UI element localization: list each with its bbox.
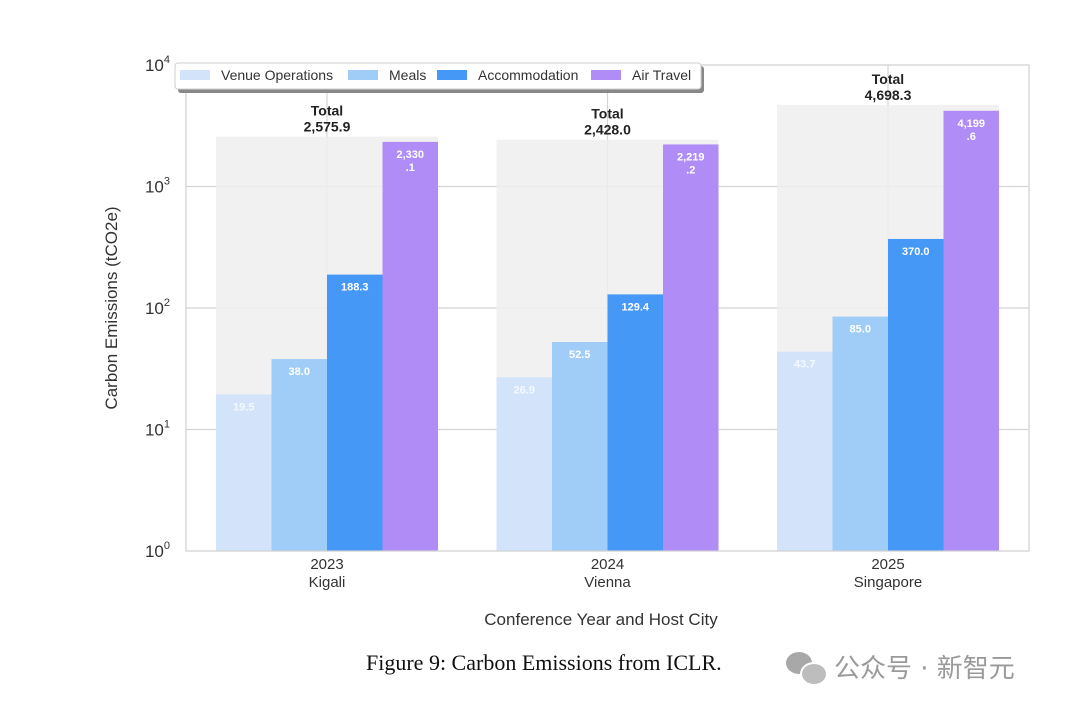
bar-value-label: 2,330 <box>396 149 424 161</box>
x-axis-label: Conference Year and Host City <box>484 610 718 629</box>
bar-accommodation <box>607 294 663 551</box>
bar-value-label: 52.5 <box>569 349 590 361</box>
y-tick-labels: 100 101 102 103 104 <box>145 54 170 561</box>
bar-value-label: 85.0 <box>850 324 871 336</box>
bar-venue-operations <box>496 377 552 551</box>
total-value-label: 4,698.3 <box>865 87 912 103</box>
legend-label: Accommodation <box>478 67 578 83</box>
watermark: 公众号 · 新智元 <box>786 648 1015 686</box>
x-tick-year: 2024 <box>591 556 624 573</box>
figure-caption: Figure 9: Carbon Emissions from ICLR. <box>366 650 722 675</box>
bar-accommodation <box>888 238 944 551</box>
bar-air-travel <box>382 141 438 551</box>
bar-venue-operations <box>777 351 833 551</box>
legend-label: Air Travel <box>632 67 691 83</box>
x-tick-city: Singapore <box>854 574 922 591</box>
wechat-icon <box>786 650 828 686</box>
total-heading: Total <box>591 106 623 122</box>
bar-value-label: 43.7 <box>794 359 815 371</box>
x-tick-year: 2025 <box>871 556 904 573</box>
legend-swatch <box>180 70 210 80</box>
bar-air-travel <box>663 144 719 551</box>
y-axis-label: Carbon Emissions (tCO2e) <box>102 206 121 409</box>
y-tick-label: 101 <box>145 419 170 440</box>
total-value-label: 2,575.9 <box>304 119 351 135</box>
total-value-label: 2,428.0 <box>584 122 631 138</box>
bars-layer <box>216 110 999 551</box>
bar-value-label: 19.5 <box>233 401 254 413</box>
y-tick-label: 103 <box>145 176 170 197</box>
x-tick-city: Vienna <box>584 574 631 591</box>
bar-chart: Total2,575.9Total2,428.0Total4,698.319.5… <box>102 54 1030 629</box>
bar-value-label: 26.9 <box>514 384 535 396</box>
bar-meals <box>832 316 888 551</box>
bar-air-travel <box>943 110 999 551</box>
legend: Venue Operations Meals Accommodation Air Tr… <box>174 62 704 93</box>
bar-value-label: 129.4 <box>621 301 649 313</box>
bar-value-label: .6 <box>967 131 976 143</box>
y-tick-label: 100 <box>145 540 170 561</box>
bar-value-label: .1 <box>406 162 415 174</box>
bar-meals <box>552 342 608 551</box>
bar-value-label: 38.0 <box>289 366 310 378</box>
legend-label: Venue Operations <box>221 67 333 83</box>
legend-swatch <box>591 70 621 80</box>
bar-venue-operations <box>216 394 272 551</box>
bar-accommodation <box>327 274 383 551</box>
bar-value-label: 370.0 <box>902 246 930 258</box>
bar-value-label: 2,219 <box>677 151 705 163</box>
bar-value-label: .2 <box>686 164 695 176</box>
legend-swatch <box>348 70 378 80</box>
y-tick-label: 104 <box>145 54 170 75</box>
bar-labels-layer: Total2,575.9Total2,428.0Total4,698.319.5… <box>233 71 985 413</box>
x-tick-year: 2023 <box>310 556 343 573</box>
x-tick-city: Kigali <box>309 574 346 591</box>
legend-swatch <box>437 70 467 80</box>
bar-value-label: 4,199 <box>957 118 985 130</box>
total-heading: Total <box>311 103 343 119</box>
y-tick-label: 102 <box>145 297 170 318</box>
bar-meals <box>271 359 327 551</box>
total-heading: Total <box>872 71 904 87</box>
bar-value-label: 188.3 <box>341 282 369 294</box>
watermark-text: 公众号 · 新智元 <box>834 654 1015 684</box>
legend-label: Meals <box>389 67 426 83</box>
